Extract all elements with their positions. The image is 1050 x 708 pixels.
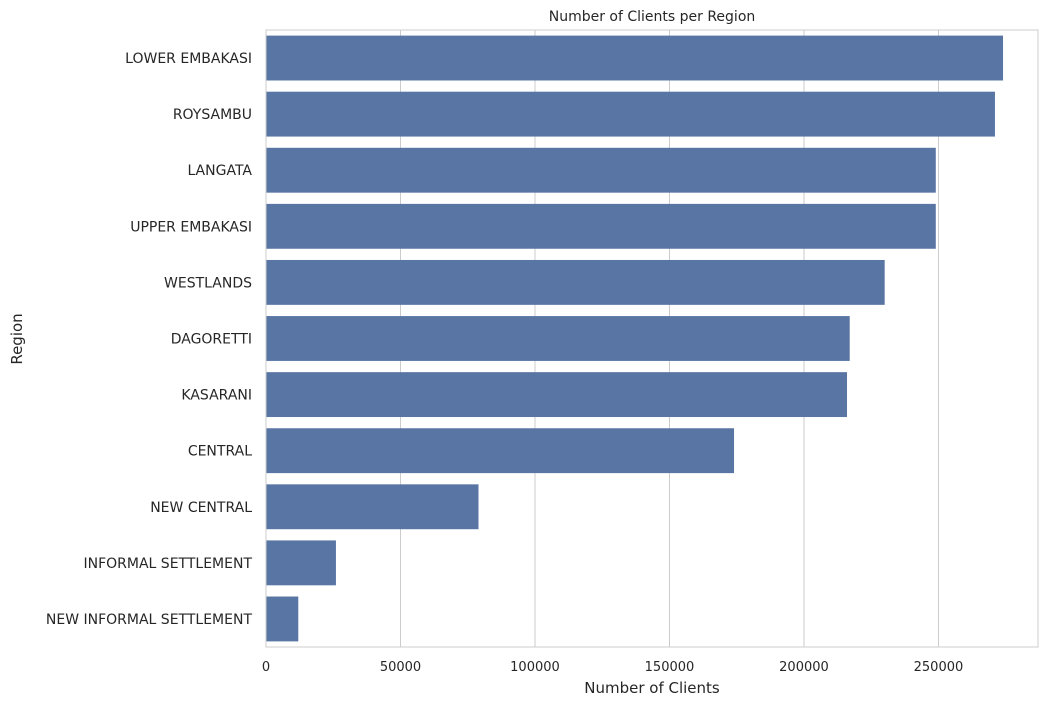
bar [266,372,848,418]
y-tick-label: CENTRAL [188,444,252,460]
bar [266,91,995,137]
y-tick-label: INFORMAL SETTLEMENT [84,556,253,572]
x-tick-labels: 0 50000 100000 150000 200000 250000 [262,660,963,675]
x-tick-label: 0 [262,660,270,675]
x-tick-label: 200000 [779,660,829,675]
x-tick-label: 50000 [380,660,421,675]
plot-frame [265,29,1039,648]
chart-title: Number of Clients per Region [549,9,756,25]
y-tick-label: DAGORETTI [171,332,252,348]
y-tick-labels: LOWER EMBAKASI ROYSAMBU LANGATA UPPER EMBAK… [46,51,253,628]
y-tick-label: NEW INFORMAL SETTLEMENT [46,612,253,628]
y-axis-label: Region [8,313,26,364]
bar [266,428,735,474]
y-tick-label: WESTLANDS [164,275,252,291]
bar [266,316,850,361]
bar [266,35,1004,81]
y-tick-label: KASARANI [181,388,252,404]
bar [266,484,479,530]
bar [266,147,936,193]
bar [266,540,336,586]
y-tick-label: ROYSAMBU [173,107,252,123]
x-tick-label: 250000 [914,660,964,675]
bar [266,203,936,249]
x-tick-label: 150000 [645,660,695,675]
y-tick-label: NEW CENTRAL [150,500,252,516]
x-axis-label: Number of Clients [584,679,720,697]
y-tick-label: UPPER EMBAKASI [130,219,252,235]
bars [266,35,1004,642]
bar [266,596,299,642]
bar [266,259,885,305]
x-tick-label: 100000 [510,660,560,675]
y-tick-label: LOWER EMBAKASI [125,51,252,67]
y-tick-label: LANGATA [187,163,252,179]
